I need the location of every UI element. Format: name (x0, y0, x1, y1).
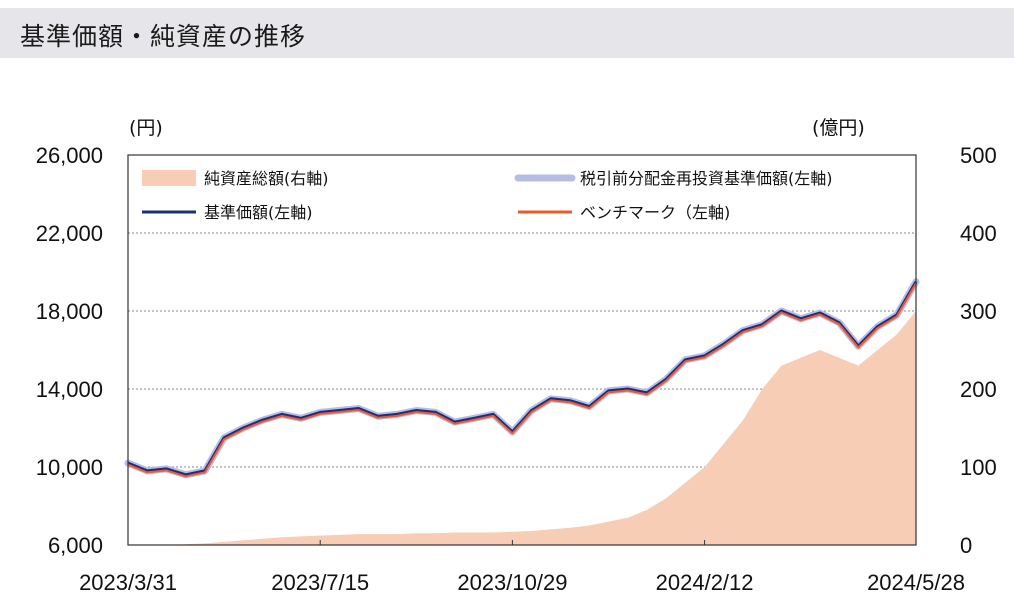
x-tick-label: 2023/10/29 (457, 570, 567, 595)
left-tick-label: 6,000 (48, 533, 103, 558)
x-tick-label: 2023/3/31 (79, 570, 177, 595)
benchmark-line (127, 282, 917, 478)
left-tick-label: 10,000 (36, 455, 103, 480)
title-bar: 基準価額・純資産の推移 (0, 8, 1014, 58)
right-tick-label: 300 (960, 299, 997, 324)
x-tick-label: 2024/5/28 (867, 570, 965, 595)
legend-label: 税引前分配金再投資基準価額(左軸) (580, 169, 833, 188)
left-axis-unit: (円) (129, 117, 163, 139)
left-tick-label: 14,000 (36, 377, 103, 402)
legend: 純資産総額(右軸) 税引前分配金再投資基準価額(左軸) 基準価額(左軸) ベンチマーク… (142, 169, 833, 222)
legend-label: 純資産総額(右軸) (204, 169, 329, 188)
left-tick-label: 18,000 (36, 299, 103, 324)
right-tick-label: 100 (960, 455, 997, 480)
net-assets-area (128, 311, 916, 545)
right-tick-label: 0 (960, 533, 972, 558)
net-assets-area-layer (128, 311, 916, 545)
legend-label: 基準価額(左軸) (204, 203, 313, 222)
left-tick-label: 26,000 (36, 143, 103, 168)
right-tick-label: 400 (960, 221, 997, 246)
legend-label: ベンチマーク（左軸) (580, 203, 730, 222)
right-tick-label: 500 (960, 143, 997, 168)
series-line-layer (124, 278, 920, 479)
right-axis-unit: (億円) (812, 117, 865, 139)
x-tick-label: 2023/7/15 (271, 570, 369, 595)
right-tick-label: 200 (960, 377, 997, 402)
axis-labels: 26,000 500 22,000 400 18,000 300 14,000 200 10,0… (36, 143, 997, 595)
plot-frame (127, 154, 917, 546)
x-tick-label: 2024/2/12 (656, 570, 754, 595)
page-title: 基準価額・純資産の推移 (20, 22, 307, 51)
legend-swatch-area (142, 170, 196, 186)
left-tick-label: 22,000 (36, 221, 103, 246)
nav-line (127, 281, 918, 477)
